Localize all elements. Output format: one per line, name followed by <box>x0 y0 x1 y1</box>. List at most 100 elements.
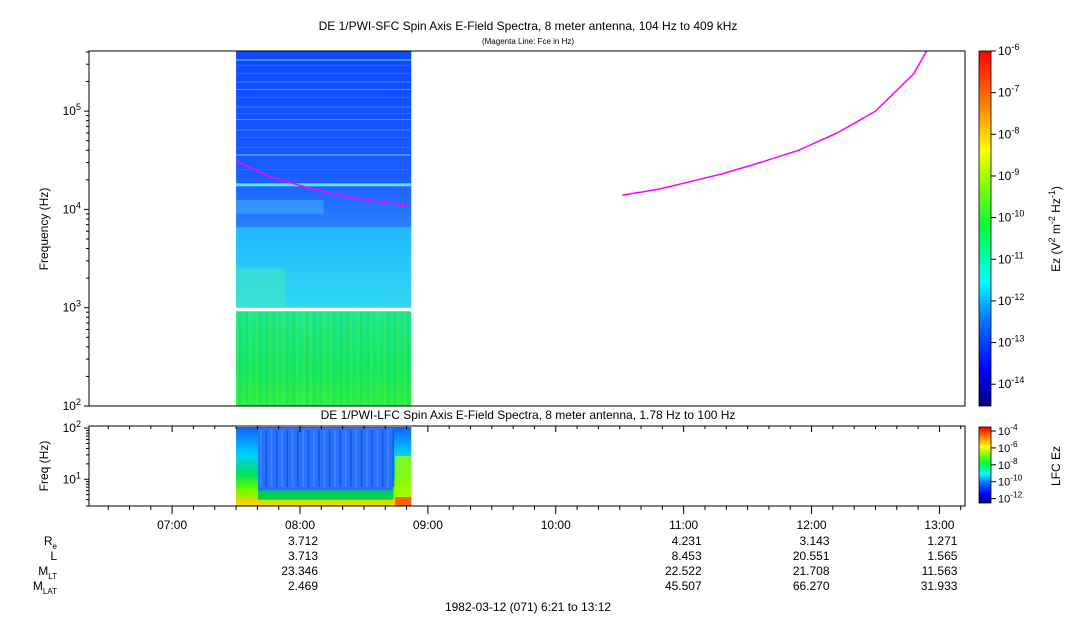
lfc-blue-region <box>258 428 394 491</box>
lfc-texture-stripe <box>265 430 267 487</box>
time-tick-label: 12:00 <box>797 518 827 532</box>
ephemeris-row-label: MLAT <box>33 579 57 596</box>
lfc-panel-title: DE 1/PWI-LFC Spin Axis E-Field Spectra, … <box>321 408 736 422</box>
sfc-texture-stripe <box>333 311 336 406</box>
sfc-y-tick-label: 102 <box>63 397 81 413</box>
sfc-texture-stripe <box>407 311 410 406</box>
sfc-texture-stripe <box>384 311 387 406</box>
lfc-texture-stripe <box>318 430 320 487</box>
ephemeris-row-label: Re <box>44 534 58 551</box>
lfc-texture-stripe <box>339 430 342 487</box>
sfc-texture-stripe <box>269 311 272 406</box>
sfc-texture-stripe <box>404 311 407 406</box>
sfc-interference-line <box>236 119 412 120</box>
sfc-texture-stripe <box>256 311 259 406</box>
ephemeris-value: 3.143 <box>800 534 830 548</box>
lfc-texture-stripe <box>286 430 289 487</box>
ephemeris-value: 21.708 <box>793 564 830 578</box>
lfc-colorbar-label: LFC Ez <box>1049 446 1063 486</box>
sfc-texture-stripe <box>293 311 296 406</box>
sfc-texture-stripe <box>313 311 316 406</box>
sfc-texture-stripe <box>320 311 323 406</box>
sfc-texture-stripe <box>370 311 373 406</box>
sfc-interference-line <box>236 137 412 138</box>
sfc-texture-stripe <box>357 311 360 406</box>
lfc-texture-stripe <box>297 430 299 487</box>
sfc-texture-stripe <box>239 311 242 406</box>
ephemeris-value: 2.469 <box>288 579 318 593</box>
sfc-interference-line <box>236 147 412 148</box>
lfc-texture-stripe <box>291 430 294 487</box>
sfc-y-tick-label: 105 <box>63 102 81 118</box>
lfc-y-tick-label: 102 <box>63 419 81 435</box>
lfc-texture-stripe <box>392 430 395 487</box>
fce-magenta-line <box>235 50 928 207</box>
sfc-texture-stripe <box>236 311 239 406</box>
lfc-texture-stripe <box>376 430 379 487</box>
sfc-texture-stripe <box>360 311 363 406</box>
time-tick-label: 13:00 <box>924 518 954 532</box>
sfc-interference-line <box>236 73 412 74</box>
lfc-texture-stripe <box>355 430 357 487</box>
ephemeris-value: 8.453 <box>672 549 702 563</box>
sfc-colorbar-label: Ez (V2 m-2 Hz-1) <box>1047 186 1063 272</box>
sfc-texture-stripe <box>246 311 249 406</box>
sfc-texture-stripe <box>273 311 276 406</box>
sfc-texture-stripe <box>249 311 252 406</box>
lfc-green-band <box>258 490 394 500</box>
sfc-interference-line <box>236 169 412 170</box>
lfc-texture-stripe <box>387 430 389 487</box>
lfc-yellow-region <box>395 456 412 497</box>
sfc-emission-patch <box>236 199 324 214</box>
sfc-panel-subtitle: (Magenta Line: Fce in Hz) <box>482 37 574 46</box>
time-tick-label: 07:00 <box>157 518 187 532</box>
lfc-yellow-region <box>236 500 265 506</box>
lfc-spectrogram <box>236 427 412 506</box>
sfc-interference-line <box>236 113 412 114</box>
lfc-texture-stripe <box>334 430 336 487</box>
sfc-interference-line <box>236 59 412 61</box>
ephemeris-value: 11.563 <box>922 564 958 578</box>
sfc-y-tick-label: 104 <box>63 200 81 216</box>
sfc-texture-stripe <box>397 311 400 406</box>
sfc-texture-stripe <box>276 311 279 406</box>
lfc-colorbar-tick-label: 10-6 <box>998 440 1018 455</box>
sfc-colorbar-tick-label: 10-14 <box>998 375 1024 391</box>
lfc-texture-stripe <box>381 430 384 487</box>
sfc-texture-stripe <box>286 311 289 406</box>
ephemeris-value: 20.551 <box>793 549 830 563</box>
time-tick-label: 08:00 <box>285 518 315 532</box>
lfc-colorbar-tick-label: 10-12 <box>998 491 1023 506</box>
time-tick-label: 10:00 <box>541 518 571 532</box>
lfc-y-axis: 101 102 <box>63 419 89 507</box>
sfc-y-axis-label: Frequency (Hz) <box>37 188 51 271</box>
sfc-texture-stripe <box>283 311 286 406</box>
lfc-texture-stripe <box>344 430 347 487</box>
lfc-colorbar <box>978 426 992 504</box>
sfc-interference-line <box>236 89 412 90</box>
sfc-texture-stripe <box>350 311 353 406</box>
lfc-texture-stripe <box>323 430 326 487</box>
sfc-colorbar-tick-label: 10-13 <box>998 334 1024 350</box>
ephemeris-value: 22.522 <box>665 564 702 578</box>
sfc-texture-stripe <box>259 311 262 406</box>
sfc-texture-stripe <box>266 311 269 406</box>
sfc-interference-line <box>236 154 412 156</box>
sfc-y-tick-label: 103 <box>63 299 81 315</box>
sfc-upper-band <box>236 51 412 228</box>
lfc-texture-stripe <box>302 430 304 487</box>
lfc-orange-region <box>395 496 412 506</box>
lfc-texture-stripe <box>360 430 363 487</box>
ephemeris-value: 1.271 <box>927 534 957 548</box>
lfc-texture-stripe <box>328 430 331 487</box>
lfc-texture-stripe <box>270 430 273 487</box>
sfc-texture-stripe <box>347 311 350 406</box>
sfc-texture-stripe <box>296 311 299 406</box>
sfc-texture-stripe <box>330 311 333 406</box>
sfc-texture-stripe <box>306 311 309 406</box>
sfc-colorbar <box>978 50 992 407</box>
ephemeris-value: 31.933 <box>921 579 958 593</box>
lfc-y-tick-label: 101 <box>63 470 81 486</box>
sfc-interference-line <box>236 65 412 66</box>
date-range-footer: 1982-03-12 (071) 6:21 to 13:12 <box>445 600 611 614</box>
